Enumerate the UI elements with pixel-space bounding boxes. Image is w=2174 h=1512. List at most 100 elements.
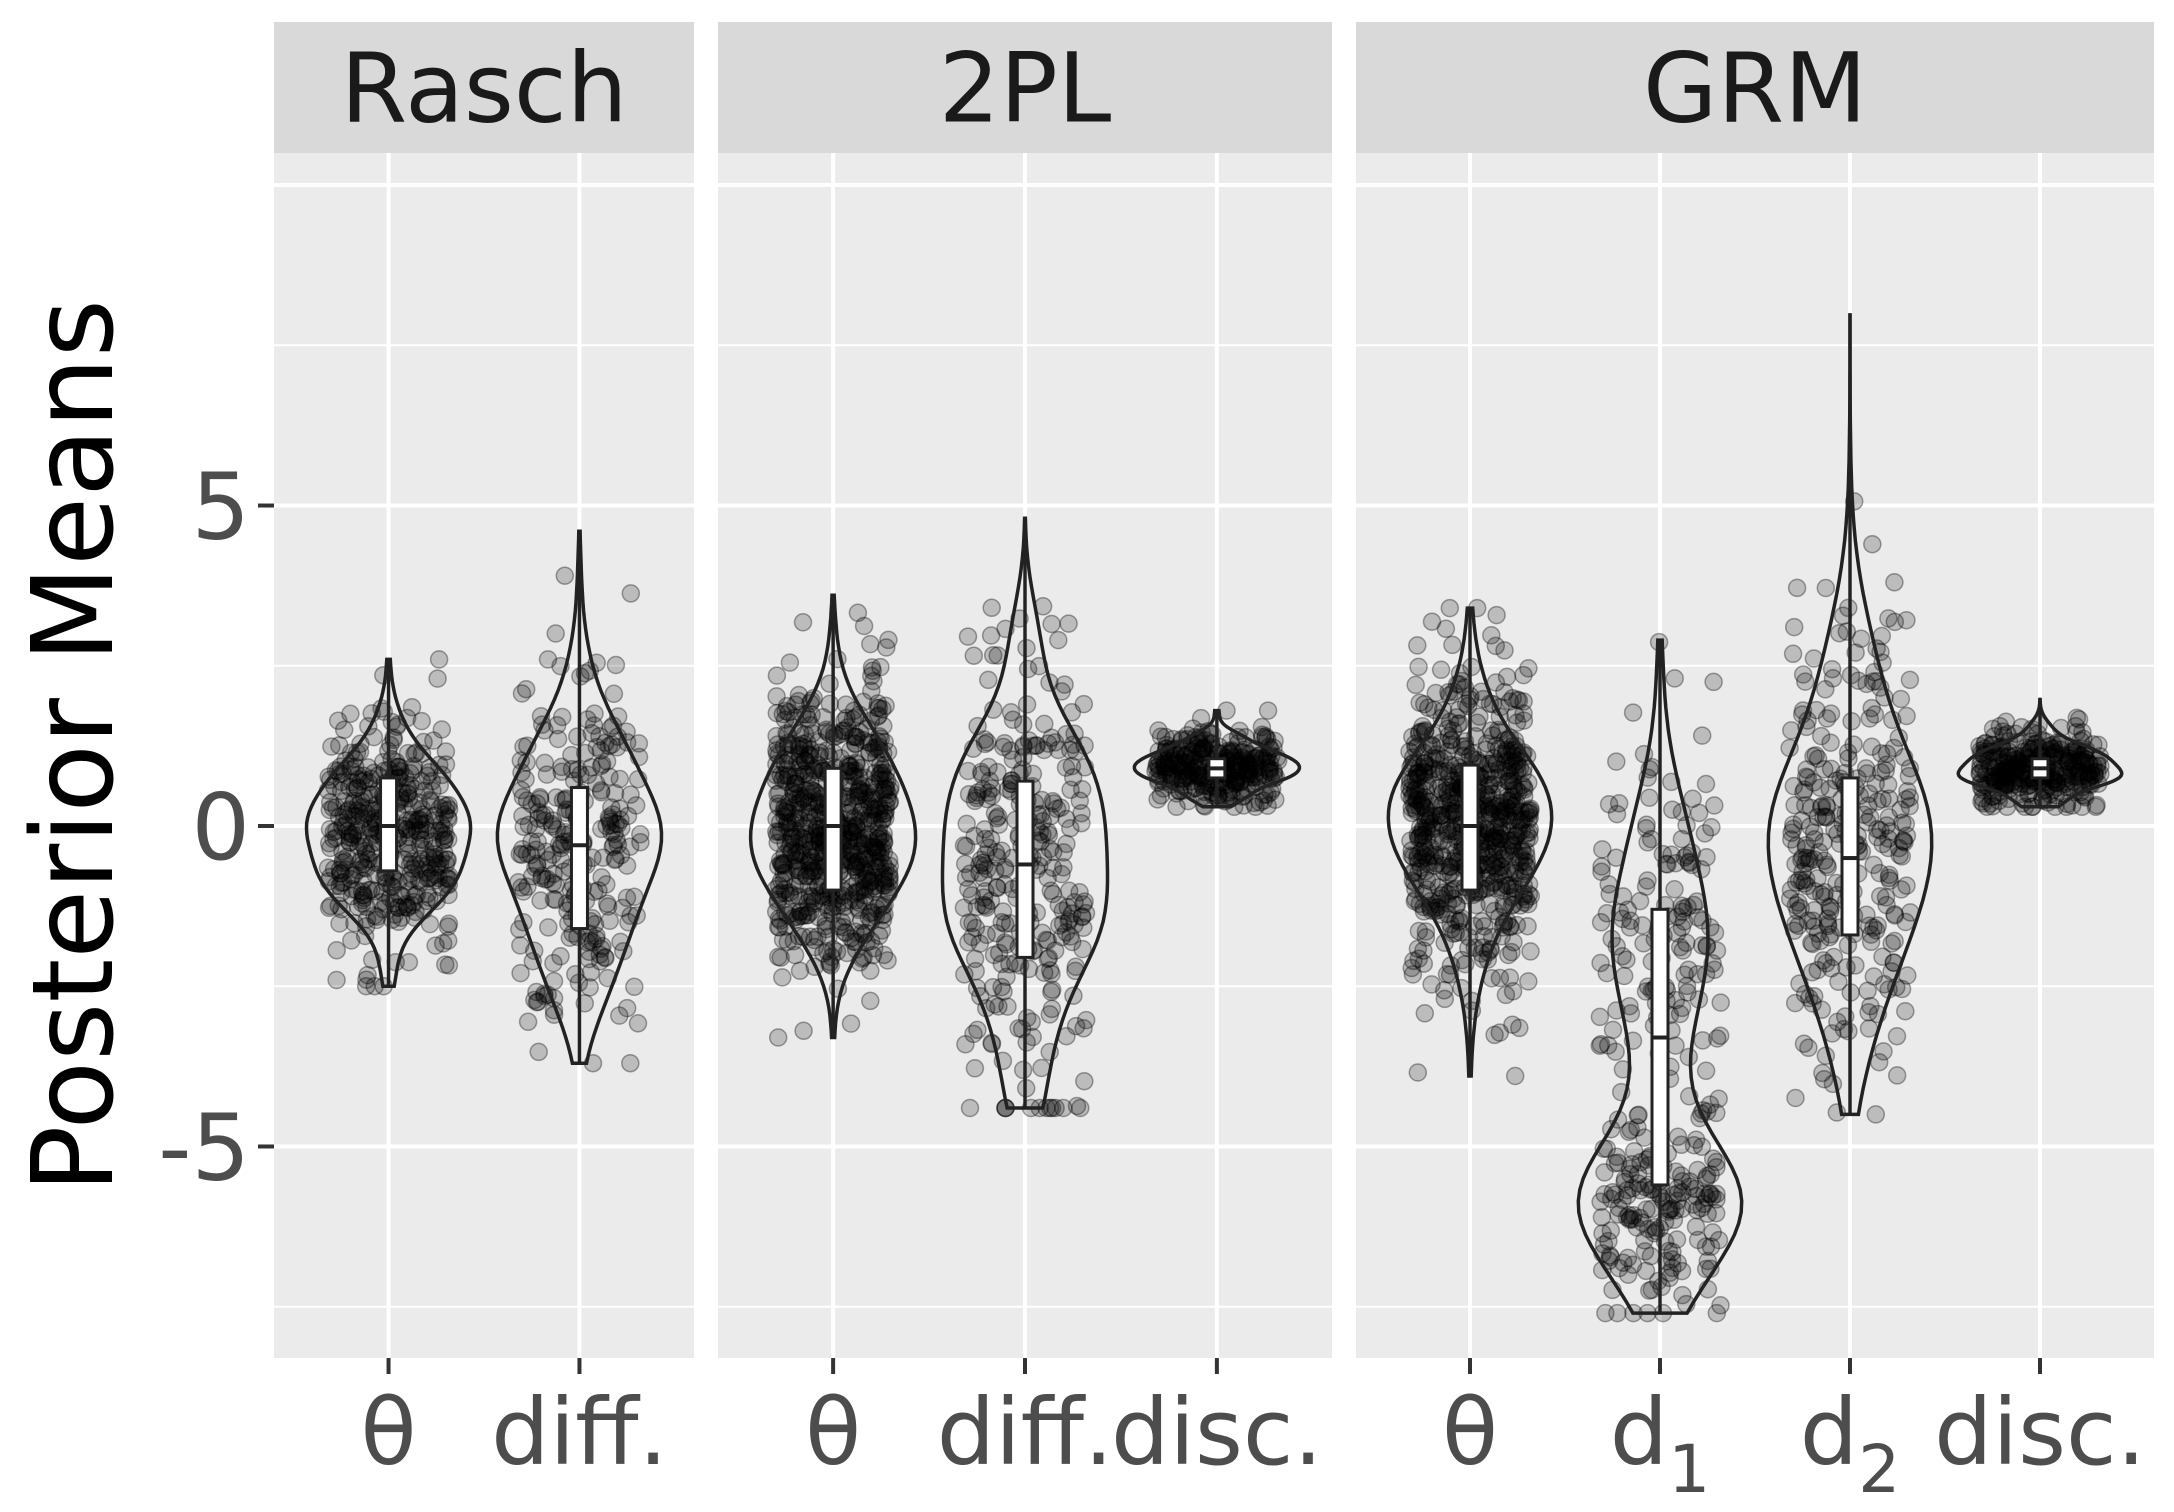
y-tick-label: -5 [158, 1094, 250, 1201]
data-point [2067, 708, 2087, 728]
data-point [1621, 1120, 1641, 1140]
data-point [768, 1028, 788, 1047]
x-tick-subscript: 1 [1668, 1431, 1710, 1508]
data-point [555, 566, 575, 585]
x-tick-label: θ [360, 1379, 416, 1486]
data-point [788, 860, 807, 880]
data-point [392, 886, 412, 906]
panel-background [274, 153, 694, 1358]
data-point [341, 704, 360, 724]
data-point [1981, 794, 2000, 813]
data-point [1061, 740, 1080, 760]
data-point [367, 910, 386, 930]
data-point [319, 833, 339, 853]
data-point [607, 738, 627, 757]
data-point [410, 860, 429, 879]
data-point [1613, 946, 1632, 966]
data-point [859, 808, 879, 828]
data-point [356, 859, 376, 878]
data-point [1505, 1066, 1525, 1086]
data-point [511, 936, 530, 955]
data-point [2019, 783, 2039, 803]
data-point [409, 793, 428, 812]
data-point [799, 793, 819, 812]
data-point [603, 837, 622, 857]
strip-label: GRM [1643, 33, 1867, 145]
data-point [874, 716, 893, 736]
data-point [352, 893, 372, 913]
data-point [514, 882, 533, 901]
data-point [549, 835, 569, 854]
data-point [785, 945, 805, 965]
data-point [526, 819, 546, 839]
data-point [335, 852, 355, 871]
data-point [849, 864, 868, 883]
data-point [794, 734, 813, 753]
data-point [346, 757, 365, 777]
data-point [784, 827, 804, 847]
data-point [592, 754, 612, 774]
data-point [1706, 1203, 1726, 1223]
data-point [414, 830, 434, 850]
data-point [413, 805, 432, 824]
data-point [1599, 794, 1619, 814]
data-point [332, 900, 351, 919]
data-point [605, 850, 625, 870]
data-point [1490, 857, 1510, 876]
data-point [1406, 675, 1425, 695]
data-point [586, 929, 606, 949]
data-point [1148, 790, 1167, 809]
strip-background [718, 22, 1332, 153]
data-point [843, 822, 863, 842]
data-point [343, 794, 363, 814]
data-point [398, 784, 417, 804]
data-point [599, 736, 619, 756]
data-point [1636, 1261, 1656, 1281]
data-point [597, 875, 616, 894]
data-point [1499, 945, 1518, 965]
data-point [1003, 710, 1023, 730]
data-point [611, 810, 630, 830]
data-point [521, 845, 541, 865]
data-point [397, 894, 416, 914]
data-point [535, 753, 555, 773]
data-point [539, 918, 558, 937]
data-point [1873, 790, 1892, 809]
data-point [956, 1035, 975, 1054]
data-point [582, 723, 602, 743]
data-point [605, 784, 625, 803]
data-point [1889, 838, 1909, 858]
data-point [1054, 843, 1073, 862]
data-point [354, 808, 374, 828]
data-point [418, 855, 438, 875]
data-point [425, 871, 445, 890]
data-point [332, 883, 351, 902]
data-point [1042, 982, 1061, 1002]
data-point [597, 816, 616, 836]
data-point [1667, 1230, 1687, 1249]
data-point [435, 805, 454, 824]
data-point [1042, 964, 1061, 984]
data-point [1225, 772, 1244, 792]
data-point [617, 856, 637, 875]
data-point [591, 741, 611, 760]
data-point [1401, 770, 1420, 789]
data-point [1074, 1019, 1093, 1038]
data-point [874, 868, 893, 887]
data-point [411, 872, 431, 892]
data-point [1062, 932, 1082, 952]
data-point [1408, 1063, 1428, 1082]
data-point [398, 778, 417, 797]
data-point [353, 797, 372, 817]
data-point [389, 912, 408, 932]
data-point [855, 768, 874, 788]
data-point [323, 798, 343, 817]
data-point [1874, 1042, 1893, 1061]
data-point [965, 1059, 985, 1078]
data-point [1897, 876, 1916, 895]
data-point [345, 913, 364, 933]
data-point [547, 788, 566, 807]
data-point [373, 882, 392, 902]
data-point [347, 806, 366, 826]
data-point [612, 818, 631, 838]
